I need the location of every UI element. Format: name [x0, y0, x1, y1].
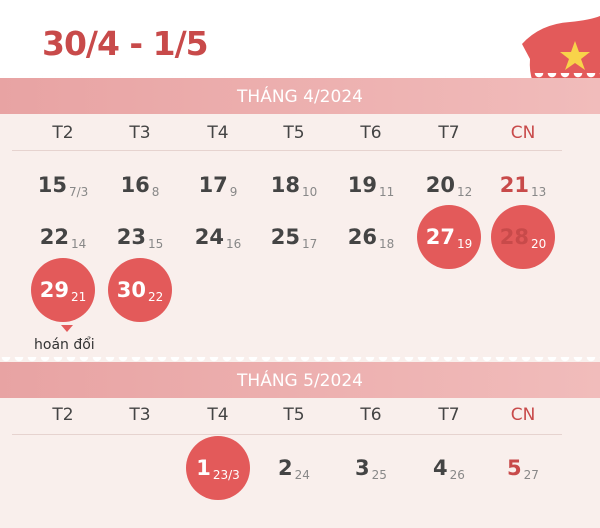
- solar-date: 27: [425, 225, 455, 249]
- day-cell[interactable]: 21 13: [491, 153, 555, 217]
- solar-date: 3: [355, 456, 370, 480]
- swap-pointer-icon: [61, 325, 73, 332]
- weekday-label: T4: [207, 123, 229, 143]
- solar-date: 17: [198, 173, 228, 197]
- solar-date: 15: [37, 173, 67, 197]
- weekday-label: T5: [283, 405, 305, 425]
- lunar-date: 12: [456, 185, 473, 199]
- lunar-date: 25: [371, 468, 387, 482]
- divider: [12, 434, 562, 435]
- lunar-date: 21: [70, 290, 87, 304]
- weekday-label: T5: [283, 123, 305, 143]
- weekday-label: T4: [207, 405, 229, 425]
- lunar-date: 8: [151, 185, 160, 199]
- lunar-date: 15: [147, 237, 164, 251]
- solar-date: 22: [39, 225, 69, 249]
- day-cell[interactable]: 5 27: [491, 436, 555, 500]
- lunar-date: 9: [229, 185, 238, 199]
- swap-note: hoán đổi: [34, 337, 95, 353]
- day-cell[interactable]: 2 24: [262, 436, 326, 500]
- calendar-background: [0, 112, 600, 528]
- weekday-label: CN: [510, 405, 536, 425]
- day-cell[interactable]: 19 11: [339, 153, 403, 217]
- lunar-date: 16: [225, 237, 242, 251]
- lunar-date: 20: [530, 237, 547, 251]
- divider: [12, 150, 562, 151]
- day-cell[interactable]: 16 8: [108, 153, 172, 217]
- weekday-label: T7: [438, 123, 460, 143]
- solar-date: 5: [507, 456, 522, 480]
- day-cell[interactable]: 25 17: [262, 205, 326, 269]
- weekday-label: T7: [438, 405, 460, 425]
- lunar-date: 24: [294, 468, 310, 482]
- holiday-day-cell[interactable]: 29 21: [31, 258, 95, 322]
- day-cell[interactable]: 18 10: [262, 153, 326, 217]
- page-title: 30/4 - 1/5: [42, 24, 209, 63]
- lunar-date: 22: [147, 290, 164, 304]
- solar-date: 18: [270, 173, 300, 197]
- weekday-label: T3: [129, 405, 151, 425]
- solar-date: 19: [347, 173, 377, 197]
- solar-date: 2: [278, 456, 293, 480]
- solar-date: 21: [499, 173, 529, 197]
- holiday-day-cell[interactable]: 27 19: [417, 205, 481, 269]
- lunar-date: 26: [449, 468, 465, 482]
- weekday-label: T6: [360, 123, 382, 143]
- solar-date: 26: [347, 225, 377, 249]
- solar-date: 20: [425, 173, 455, 197]
- day-cell[interactable]: 4 26: [417, 436, 481, 500]
- lunar-date: 23/3: [212, 468, 240, 482]
- weekday-label: CN: [510, 123, 536, 143]
- lunar-date: 27: [523, 468, 539, 482]
- day-cell[interactable]: 24 16: [186, 205, 250, 269]
- solar-date: 24: [194, 225, 224, 249]
- lunar-date: 11: [378, 185, 395, 199]
- day-cell[interactable]: 15 7/3: [31, 153, 95, 217]
- weekday-header: T2 T3 T4 T5 T6 T7 CN: [0, 123, 600, 143]
- solar-date: 25: [270, 225, 300, 249]
- weekday-label: T2: [52, 123, 74, 143]
- solar-date: 30: [116, 278, 146, 302]
- day-cell[interactable]: 17 9: [186, 153, 250, 217]
- lunar-date: 18: [378, 237, 395, 251]
- holiday-day-cell[interactable]: 30 22: [108, 258, 172, 322]
- solar-date: 29: [39, 278, 69, 302]
- lunar-date: 13: [530, 185, 547, 199]
- weekday-label: T2: [52, 405, 74, 425]
- holiday-day-cell[interactable]: 28 20: [491, 205, 555, 269]
- lunar-date: 7/3: [68, 185, 89, 199]
- day-cell[interactable]: 26 18: [339, 205, 403, 269]
- month-header: THÁNG 4/2024: [0, 73, 600, 114]
- solar-date: 4: [433, 456, 448, 480]
- day-cell[interactable]: 22 14: [31, 205, 95, 269]
- day-cell[interactable]: 23 15: [108, 205, 172, 269]
- lunar-date: 10: [301, 185, 318, 199]
- lunar-date: 19: [456, 237, 473, 251]
- solar-date: 16: [120, 173, 150, 197]
- solar-date: 23: [116, 225, 146, 249]
- holiday-day-cell[interactable]: 1 23/3: [186, 436, 250, 500]
- weekday-label: T3: [129, 123, 151, 143]
- weekday-header: T2 T3 T4 T5 T6 T7 CN: [0, 405, 600, 425]
- lunar-date: 17: [301, 237, 318, 251]
- solar-date: 1: [196, 456, 211, 480]
- day-cell[interactable]: 3 25: [339, 436, 403, 500]
- solar-date: 28: [499, 225, 529, 249]
- day-cell[interactable]: 20 12: [417, 153, 481, 217]
- weekday-label: T6: [360, 405, 382, 425]
- month-header: THÁNG 5/2024: [0, 357, 600, 398]
- lunar-date: 14: [70, 237, 87, 251]
